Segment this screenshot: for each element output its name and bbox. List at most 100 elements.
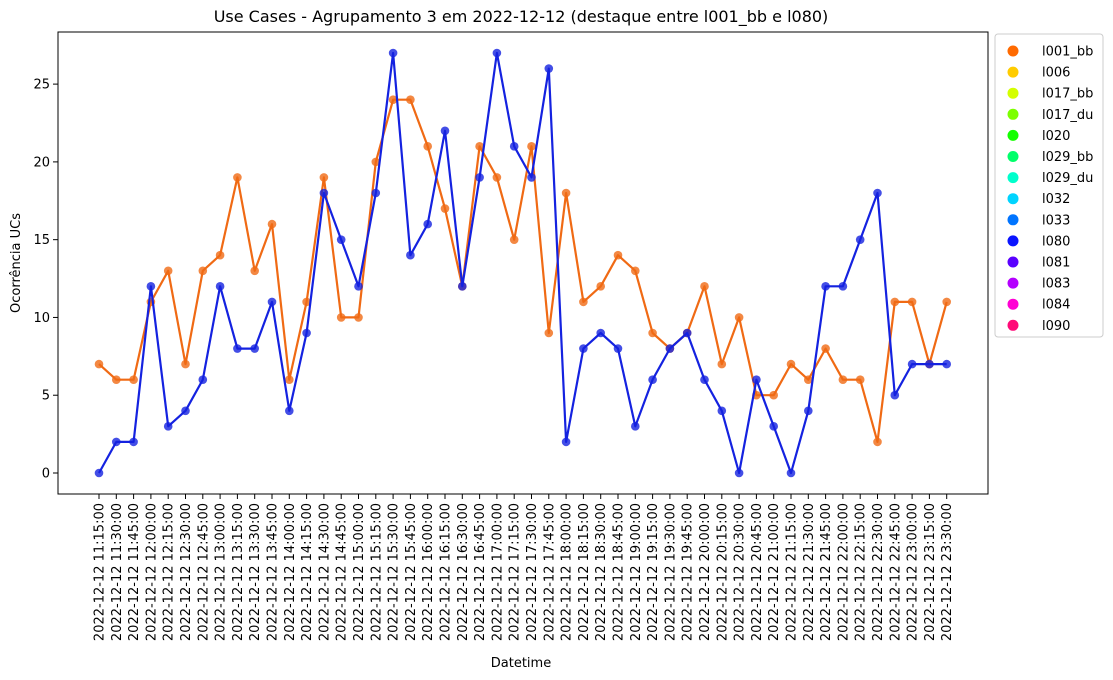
data-point-l001_bb [423, 142, 433, 151]
data-point-l001_bb [233, 173, 242, 182]
x-tick-label: 2022-12-12 16:30:00 [456, 503, 471, 641]
data-point-l001_bb [319, 173, 329, 182]
data-point-l001_bb [388, 95, 398, 104]
data-point-l001_bb [129, 375, 138, 384]
y-tick-label: 15 [33, 233, 50, 248]
chart-title: Use Cases - Agrupamento 3 em 2022-12-12 … [214, 7, 829, 27]
data-point-l080 [561, 437, 571, 447]
x-tick-label: 2022-12-12 20:30:00 [733, 503, 748, 641]
data-point-l080 [804, 406, 813, 416]
x-tick-label: 2022-12-12 14:15:00 [300, 503, 315, 641]
y-tick-label: 5 [42, 389, 50, 404]
legend-label: l017_bb [1042, 87, 1093, 102]
data-point-l001_bb [613, 250, 623, 260]
data-point-l080 [907, 359, 917, 369]
data-point-l080 [509, 142, 519, 151]
data-point-l080 [388, 48, 398, 58]
x-tick-label: 2022-12-12 13:15:00 [231, 503, 246, 641]
x-tick-label: 2022-12-12 21:30:00 [802, 503, 817, 641]
y-axis-label: Ocorrência UCs [9, 213, 24, 313]
data-point-l001_bb [873, 437, 882, 447]
x-tick-label: 2022-12-12 16:00:00 [421, 503, 436, 641]
data-point-l080 [112, 437, 121, 447]
x-tick-label: 2022-12-12 12:30:00 [179, 503, 194, 641]
x-tick-label: 2022-12-12 17:45:00 [542, 503, 557, 641]
legend-item-l017_du: l017_du [1007, 108, 1093, 123]
data-point-l001_bb [821, 344, 830, 353]
data-point-l001_bb [492, 173, 502, 182]
data-point-l080 [267, 297, 277, 307]
legend-marker [1007, 319, 1019, 331]
data-point-l001_bb [250, 266, 259, 276]
data-point-l080 [873, 188, 882, 198]
x-tick-label: 2022-12-12 20:00:00 [698, 503, 713, 641]
data-point-l080 [440, 126, 450, 136]
data-point-l001_bb [302, 297, 311, 307]
series-line-l001_bb [98, 98, 948, 443]
data-point-l080 [94, 468, 104, 478]
data-point-l001_bb [804, 375, 813, 384]
data-point-l001_bb [475, 142, 484, 151]
x-tick-label: 2022-12-12 12:00:00 [144, 503, 159, 641]
y-tick-label: 20 [33, 155, 50, 170]
x-tick-label: 2022-12-12 18:45:00 [612, 503, 627, 641]
data-point-l080 [786, 468, 796, 478]
x-tick-label: 2022-12-12 23:00:00 [906, 503, 921, 641]
x-tick-label: 2022-12-12 18:30:00 [594, 503, 609, 641]
data-point-l080 [769, 422, 778, 431]
data-point-l080 [406, 250, 415, 260]
data-point-l080 [181, 406, 190, 416]
data-point-l001_bb [336, 313, 346, 322]
plot-frame [57, 31, 989, 495]
x-tick-label: 2022-12-12 16:45:00 [473, 503, 488, 641]
data-point-l080 [665, 344, 675, 353]
data-point-l080 [752, 375, 761, 384]
x-tick-label: 2022-12-12 23:30:00 [940, 503, 955, 641]
x-tick-label: 2022-12-12 11:15:00 [93, 503, 108, 641]
y-axis: 0 5 10 15 20 25 [33, 78, 58, 482]
x-tick-label: 2022-12-12 22:00:00 [836, 503, 851, 641]
legend-box [994, 33, 1104, 338]
data-point-l001_bb [907, 297, 917, 307]
x-tick-label: 2022-12-12 18:15:00 [577, 503, 592, 641]
data-point-l080 [925, 359, 934, 369]
x-tick-label: 2022-12-12 11:30:00 [110, 503, 125, 641]
data-point-l080 [527, 173, 536, 182]
x-tick-label: 2022-12-12 15:30:00 [387, 503, 402, 641]
legend-marker [1007, 66, 1019, 78]
legend-item-l083: l083 [1007, 277, 1070, 292]
data-point-l080 [838, 282, 848, 291]
legend-label: l032 [1042, 192, 1070, 207]
x-tick-label: 2022-12-12 22:15:00 [854, 503, 869, 641]
data-point-l001_bb [786, 359, 796, 369]
x-tick-label: 2022-12-12 12:45:00 [196, 503, 211, 641]
x-tick-label: 2022-12-12 22:45:00 [888, 503, 903, 641]
x-tick-label: 2022-12-12 18:00:00 [560, 503, 575, 641]
x-tick-label: 2022-12-12 14:00:00 [283, 503, 298, 641]
data-point-l080 [682, 328, 692, 338]
x-tick-label: 2022-12-12 13:30:00 [248, 503, 263, 641]
legend-marker [1007, 235, 1019, 247]
legend-item-l001_bb: l001_bb [1007, 45, 1093, 60]
data-point-l001_bb [509, 235, 519, 244]
data-point-l080 [475, 173, 484, 182]
data-point-l001_bb [942, 297, 951, 307]
data-point-l001_bb [181, 359, 190, 369]
data-point-l080 [890, 390, 900, 400]
x-tick-label: 2022-12-12 19:15:00 [646, 503, 661, 641]
legend-item-l090: l090 [1007, 319, 1070, 334]
data-point-l001_bb [440, 204, 450, 213]
data-point-l001_bb [579, 297, 588, 307]
x-tick-label: 2022-12-12 22:30:00 [871, 503, 886, 641]
data-point-l001_bb [648, 328, 657, 338]
data-point-l001_bb [406, 95, 415, 104]
data-point-l080 [700, 375, 709, 384]
data-point-l001_bb [561, 188, 571, 198]
legend-label: l020 [1042, 129, 1070, 144]
legend-label: l006 [1042, 66, 1070, 81]
x-axis: 2022-12-12 11:15:00 2022-12-12 11:30:00 20… [93, 494, 955, 641]
x-tick-label: 2022-12-12 13:00:00 [214, 503, 229, 641]
data-point-l080 [579, 344, 588, 353]
x-tick-label: 2022-12-12 20:45:00 [750, 503, 765, 641]
